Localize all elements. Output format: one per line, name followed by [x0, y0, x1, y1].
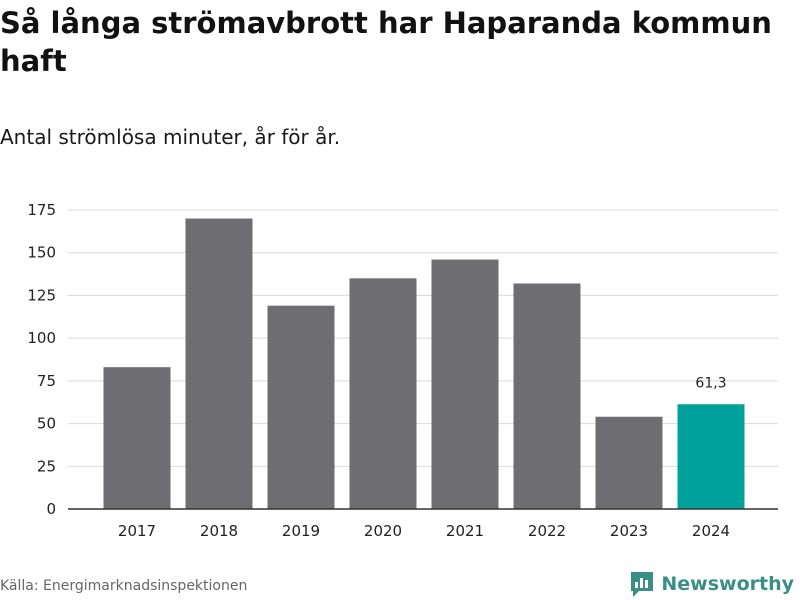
- y-tick-label: 50: [37, 415, 56, 433]
- bar-2024: [677, 404, 745, 509]
- y-tick-label: 150: [27, 244, 56, 262]
- y-axis-ticks: 0 25 50 75 100 125 150 175: [27, 201, 56, 518]
- bar-2023: [595, 416, 663, 509]
- y-tick-label: 125: [27, 286, 56, 304]
- source-note: Källa: Energimarknadsinspektionen: [0, 578, 248, 594]
- y-tick-label: 0: [46, 500, 56, 518]
- bar-2021: [431, 259, 499, 509]
- y-tick-label: 25: [37, 457, 56, 475]
- x-tick-label: 2024: [692, 522, 730, 540]
- x-tick-label: 2017: [118, 522, 156, 540]
- brand-name: Newsworthy: [661, 573, 794, 595]
- x-tick-label: 2023: [610, 522, 648, 540]
- brand-logo[interactable]: Newsworthy: [629, 570, 794, 598]
- data-labels: 61,3: [695, 375, 726, 391]
- gridlines: [68, 209, 778, 467]
- bar-2022: [513, 283, 581, 509]
- x-tick-label: 2018: [200, 522, 238, 540]
- x-tick-label: 2019: [282, 522, 320, 540]
- bars: [103, 218, 745, 510]
- bar-2017: [103, 367, 171, 509]
- data-label: 61,3: [695, 375, 726, 391]
- x-tick-label: 2021: [446, 522, 484, 540]
- bar-2019: [267, 305, 335, 509]
- chart-subtitle: Antal strömlösa minuter, år för år.: [0, 125, 341, 149]
- x-tick-label: 2022: [528, 522, 566, 540]
- y-tick-label: 100: [27, 329, 56, 347]
- y-tick-label: 175: [27, 201, 56, 219]
- bar-2020: [349, 278, 417, 509]
- newsworthy-logo-icon: [631, 572, 654, 597]
- x-tick-label: 2020: [364, 522, 402, 540]
- chart-title: Så långa strömavbrott har Haparanda komm…: [0, 6, 772, 78]
- y-tick-label: 75: [37, 372, 56, 390]
- bar-2018: [185, 218, 253, 510]
- x-axis-ticks: 2017 2018 2019 2020 2021 2022 2023 2024: [118, 522, 730, 540]
